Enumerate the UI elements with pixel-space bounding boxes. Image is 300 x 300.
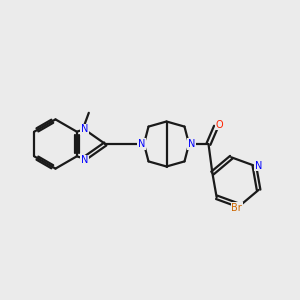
Text: N: N: [138, 139, 145, 149]
Text: Br: Br: [231, 202, 242, 212]
Text: N: N: [255, 161, 262, 171]
Text: O: O: [216, 120, 224, 130]
Text: N: N: [81, 155, 88, 165]
Text: N: N: [81, 124, 88, 134]
Text: N: N: [188, 139, 195, 149]
